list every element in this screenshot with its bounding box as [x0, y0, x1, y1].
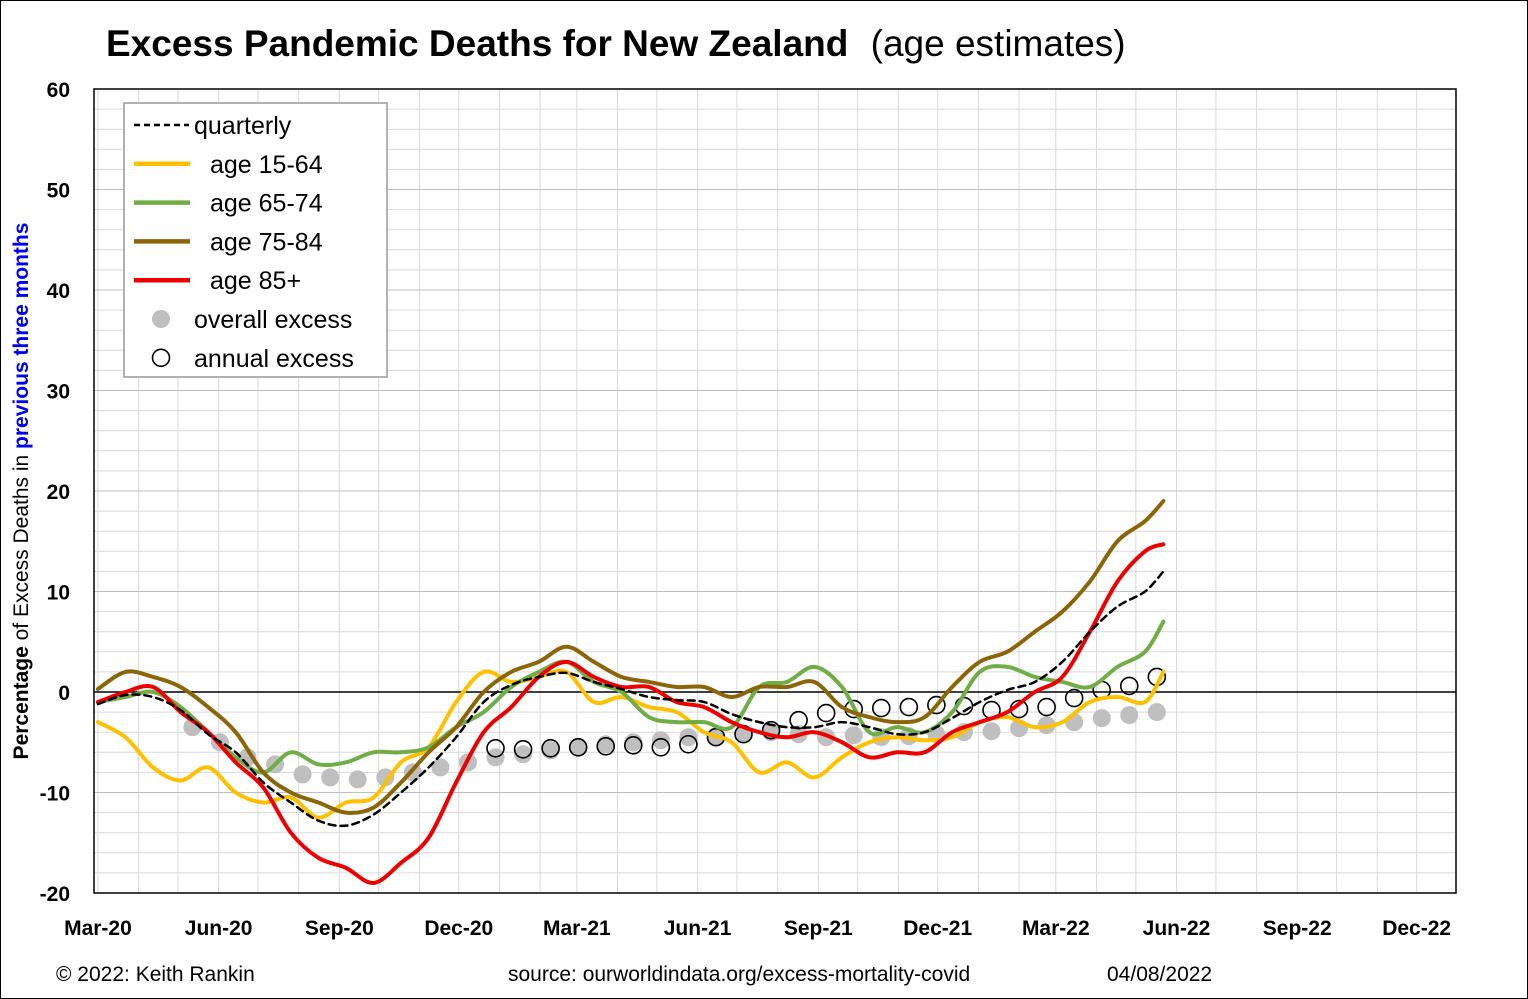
y-tick-label: 50	[47, 180, 70, 203]
legend-label-annual-excess: annual excess	[194, 345, 354, 373]
x-tick-label: Dec-20	[424, 917, 493, 940]
annual-excess-point	[568, 737, 588, 757]
chart-title-main: Excess Pandemic Deaths for New Zealand	[106, 23, 848, 64]
series-line-age-85	[95, 542, 1166, 885]
overall-excess-point	[569, 738, 588, 757]
overall-excess-point	[651, 731, 670, 750]
overall-excess-point	[348, 770, 367, 789]
overall-excess-point	[1120, 706, 1139, 725]
annual-excess-point	[596, 736, 616, 756]
annual-excess-point	[623, 735, 643, 755]
x-tick-label: Mar-20	[64, 917, 132, 940]
annual-excess-point	[651, 737, 671, 757]
annual-excess-point	[761, 720, 781, 740]
overall-excess-point	[1092, 709, 1111, 728]
x-tick-label: Jun-20	[185, 917, 253, 940]
y-tick-label: 30	[47, 381, 70, 404]
y-tick-label: -10	[40, 783, 70, 806]
overall-excess-point	[624, 733, 643, 752]
x-tick-label: Sep-22	[1263, 917, 1332, 940]
overall-excess-point	[844, 726, 863, 745]
x-tick-label: Jun-22	[1143, 917, 1211, 940]
overall-excess-point	[376, 768, 395, 787]
series-line-quarterly	[96, 570, 1165, 828]
overall-excess-point	[679, 728, 698, 747]
x-tick-label: Mar-22	[1022, 917, 1090, 940]
y-tick-label: 40	[47, 280, 70, 303]
x-tick-label: Sep-21	[784, 917, 853, 940]
overall-excess-point	[293, 765, 312, 784]
annual-excess-point	[927, 695, 946, 715]
y-tick-label: 60	[47, 79, 70, 102]
annual-excess-point	[513, 739, 533, 759]
overall-excess-point	[514, 745, 533, 764]
annual-excess-point	[871, 698, 891, 718]
footer-copyright: © 2022: Keith Rankin	[56, 963, 255, 986]
x-tick-label: Mar-21	[543, 917, 611, 940]
annual-excess-point	[486, 738, 505, 758]
y-tick-label: 0	[58, 682, 70, 705]
legend-swatch-overall-excess	[152, 310, 170, 328]
chart-title-sub: (age estimates)	[871, 23, 1126, 64]
y-tick-label: 20	[47, 481, 70, 504]
legend: quarterly age 15-64 age 65-74 age 75-84 age …	[123, 102, 388, 378]
annual-excess-point	[1119, 676, 1139, 696]
annual-excess-point	[679, 734, 698, 754]
footer-source: source: ourworldindata.org/excess-mortal…	[508, 963, 970, 986]
footer-date: 04/08/2022	[1107, 963, 1212, 986]
lines-layer	[95, 499, 1166, 885]
y-axis-label: Percentage of Excess Deaths in previous …	[10, 223, 33, 760]
y-axis-label-blue: previous three months	[10, 223, 33, 449]
annual-excess-point	[541, 738, 560, 758]
overall-excess-point	[321, 768, 340, 787]
chart-title: Excess Pandemic Deaths for New Zealand (…	[106, 23, 1126, 64]
series-line-age-65-74	[95, 619, 1166, 775]
legend-label-age-85: age 85+	[210, 267, 301, 295]
y-tick-label: 10	[47, 582, 70, 605]
legend-swatch-annual-excess	[151, 348, 171, 368]
x-tick-label: Dec-21	[903, 917, 972, 940]
overall-excess-point	[431, 758, 450, 777]
legend-label-age-65-74: age 65-74	[210, 190, 323, 218]
x-tick-label: Sep-20	[305, 917, 374, 940]
annual-excess-point	[1064, 688, 1084, 708]
x-axis-ticks: Mar-20 Jun-20 Sep-20 Dec-20 Mar-21 Jun-21 Sep-…	[64, 917, 1451, 940]
y-axis-ticks: 60 50 40 30 20 10 0 -10 -20	[40, 79, 70, 906]
legend-label-overall-excess: overall excess	[194, 306, 352, 334]
x-tick-label: Dec-22	[1382, 917, 1451, 940]
overall-excess-point	[1147, 703, 1166, 722]
y-tick-label: -20	[40, 883, 70, 906]
annual-excess-point	[1037, 697, 1056, 717]
y-axis-label-bold: Percentage	[10, 646, 33, 759]
annual-excess-point	[899, 697, 919, 717]
x-tick-label: Jun-21	[664, 917, 732, 940]
series-line-age-75-84	[95, 499, 1166, 815]
plot-area-border	[93, 88, 1457, 894]
legend-label-age-75-84: age 75-84	[210, 228, 323, 256]
legend-label-quarterly: quarterly	[194, 112, 292, 140]
annual-excess-point	[816, 703, 836, 723]
overall-excess-point	[982, 722, 1001, 741]
y-axis-label-normal: of Excess Deaths in	[10, 449, 33, 646]
legend-label-age-15-64: age 15-64	[210, 151, 323, 179]
